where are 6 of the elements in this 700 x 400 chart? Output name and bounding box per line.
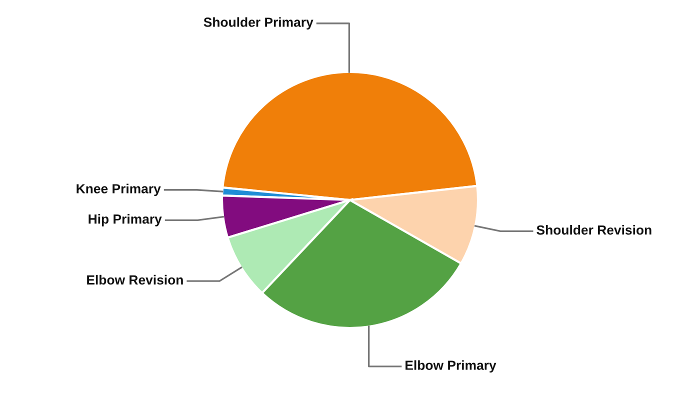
slice-label: Elbow Revision [87,274,183,285]
slice-label: Knee Primary [76,184,161,196]
slice-label: Hip Primary [88,214,162,226]
slice-label: Shoulder Primary [204,17,314,30]
slice-label: Shoulder Revision [536,225,652,235]
slice-label: Elbow Primary [406,360,496,373]
